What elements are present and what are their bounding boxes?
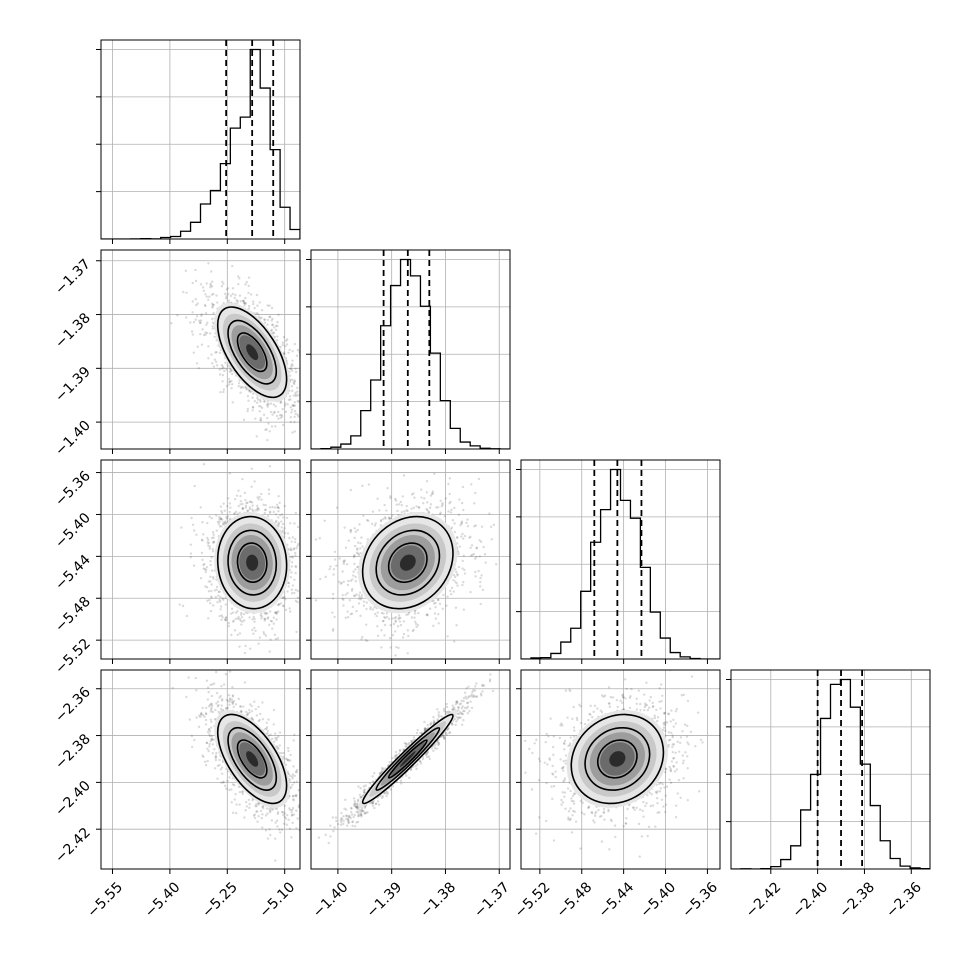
contour-3-0-2	[236, 739, 268, 779]
contour-2-1-1	[375, 529, 441, 596]
panel-0-0	[96, 39, 301, 244]
y-tick-label-1-2: −1.38	[52, 310, 94, 352]
x-tick-label-2-4: −5.36	[679, 879, 721, 921]
y-tick-label-3-0: −2.42	[52, 825, 94, 867]
x-tick-label-2-2: −5.44	[596, 879, 638, 921]
histogram-2	[521, 468, 720, 659]
x-tick-label-3-1: −2.40	[790, 879, 832, 921]
x-tick-label-3-3: −2.36	[883, 879, 925, 921]
contour-2-0-2	[236, 542, 268, 584]
contour-1-0-0	[216, 306, 288, 399]
y-tick-label-2-4: −5.36	[52, 468, 94, 510]
contour-3-0-1	[227, 727, 278, 791]
x-tick-label-2-3: −5.40	[637, 879, 679, 921]
x-tick-label-1-2: −1.38	[417, 879, 459, 921]
panel-2-0	[96, 459, 301, 664]
contour-1-0-1	[227, 319, 278, 385]
x-tick-label-0-2: −5.25	[199, 879, 241, 921]
x-tick-label-0-1: −5.40	[142, 879, 184, 921]
y-tick-label-1-1: −1.39	[52, 364, 94, 406]
histogram-1	[311, 258, 510, 449]
y-tick-label-1-0: −1.40	[52, 418, 94, 460]
panel-1-1	[306, 249, 511, 454]
y-tick-label-2-0: −5.52	[52, 636, 94, 678]
panel-2-1	[306, 459, 511, 664]
y-tick-label-2-2: −5.44	[52, 552, 94, 594]
x-tick-label-2-1: −5.48	[554, 879, 596, 921]
panel-1-0	[96, 249, 301, 454]
y-tick-label-2-1: −5.48	[52, 594, 94, 636]
x-tick-label-2-0: −5.52	[512, 879, 554, 921]
y-tick-label-2-3: −5.40	[52, 510, 94, 552]
y-tick-label-1-3: −1.37	[52, 256, 94, 298]
x-tick-label-3-2: −2.38	[836, 879, 878, 921]
x-tick-label-1-1: −1.39	[364, 879, 406, 921]
panel-2-2	[516, 459, 721, 664]
x-tick-label-1-0: −1.40	[310, 879, 352, 921]
contour-3-1-1	[375, 727, 441, 791]
y-tick-label-3-2: −2.38	[52, 731, 94, 773]
x-tick-label-3-0: −2.42	[743, 879, 785, 921]
y-tick-label-3-3: −2.36	[52, 684, 94, 726]
contour-2-0-0	[216, 515, 288, 610]
contour-3-0-0	[216, 713, 288, 805]
panel-3-2	[516, 669, 721, 874]
panel-3-3	[726, 669, 931, 874]
panel-3-0	[96, 669, 301, 874]
contour-1-0-2	[236, 332, 268, 373]
contour-3-1-0	[361, 713, 454, 805]
contour-3-1-2	[387, 739, 428, 779]
contour-2-1-0	[361, 515, 454, 610]
contour-2-0-1	[227, 529, 278, 596]
contour-3-2-1	[584, 727, 651, 791]
contour-3-2-0	[570, 713, 665, 805]
x-tick-label-0-0: −5.55	[84, 879, 126, 921]
panel-3-1	[306, 669, 511, 874]
x-tick-label-0-3: −5.10	[257, 879, 299, 921]
contour-2-1-2	[387, 542, 428, 584]
y-tick-label-3-1: −2.40	[52, 778, 94, 820]
x-tick-label-1-3: −1.37	[471, 879, 513, 921]
contour-3-2-2	[596, 739, 638, 779]
